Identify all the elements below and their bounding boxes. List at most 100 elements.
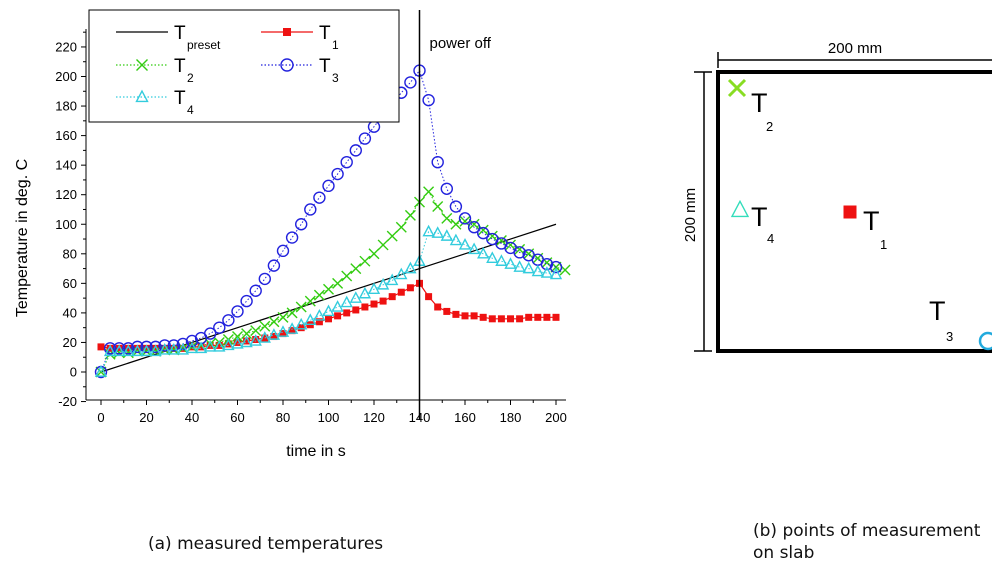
point-T2-stroke-b [268, 316, 280, 328]
point-T3 [131, 340, 144, 354]
point-T2-stroke-b [323, 283, 334, 295]
point-T1 [297, 324, 305, 332]
point-T2-stroke-b [377, 239, 389, 251]
point-T2 [450, 218, 462, 230]
point-T3 [313, 191, 326, 204]
y-tick-label: 180 [55, 99, 77, 114]
y-tick-label: 200 [55, 69, 77, 84]
legend-label-T2: T [174, 56, 186, 77]
point-T4 [249, 334, 262, 346]
point-T2 [459, 215, 471, 227]
legend-sub-T2: 2 [187, 71, 194, 85]
legend-label-T1: T [319, 23, 331, 44]
point-T4 [513, 260, 526, 272]
point-T2 [250, 325, 262, 337]
point-T1 [234, 338, 241, 346]
point-T1 [406, 284, 414, 292]
point-T3 [158, 339, 171, 352]
point-T3 [213, 321, 226, 334]
point-T3 [167, 339, 181, 352]
point-T3 [185, 334, 199, 348]
point-T4 [431, 226, 444, 238]
point-T1 [470, 312, 478, 320]
point-T3 [285, 231, 299, 244]
point-T4 [349, 291, 362, 303]
slab-marker-T1 [843, 205, 857, 219]
point-T1 [288, 327, 296, 335]
point-T2-stroke-b [350, 263, 362, 275]
point-T3 [467, 221, 481, 234]
y-tick-label: 80 [63, 246, 77, 261]
point-T3 [304, 203, 317, 216]
point-T4 [113, 344, 126, 357]
x-tick-label: 100 [318, 410, 340, 425]
point-T2-stroke-b [341, 270, 353, 282]
point-T4 [477, 246, 490, 259]
legend-label-T4: T [174, 88, 186, 109]
point-T4 [358, 286, 372, 299]
point-T2-stroke-b [404, 209, 416, 221]
point-T2-stroke-b [550, 261, 562, 273]
point-T3 [540, 257, 554, 271]
point-T3 [358, 132, 372, 145]
point-T4 [495, 254, 508, 266]
point-T1 [152, 344, 160, 352]
point-T2-stroke-b [368, 248, 380, 260]
point-T1 [534, 313, 542, 321]
legend-marker-T2-stroke-b [136, 59, 148, 71]
caption-b: (b) points of measurement on slab [753, 521, 981, 563]
point-T2 [350, 263, 362, 275]
point-T1 [397, 288, 405, 296]
point-T1 [243, 337, 251, 345]
point-T4 [267, 328, 281, 340]
x-tick-label: 40 [185, 410, 199, 425]
point-T1 [334, 312, 342, 320]
legend-label-T3: T [319, 56, 331, 77]
point-T1 [315, 318, 323, 326]
point-T2-stroke-b [168, 344, 180, 356]
caption-a: (a) measured temperatures [148, 534, 384, 554]
point-T3 [258, 272, 271, 286]
point-T3 [222, 314, 235, 327]
point-T4 [540, 266, 554, 278]
point-T1 [170, 344, 178, 352]
point-T1 [370, 300, 378, 308]
point-T1 [270, 333, 278, 341]
point-T2 [432, 201, 444, 213]
point-T1 [516, 315, 524, 323]
point-T2-stroke-b [459, 215, 471, 227]
point-T3 [103, 342, 117, 355]
point-T2-stroke-b [286, 307, 298, 319]
point-T4 [449, 233, 463, 246]
point-T1 [352, 306, 360, 314]
point-T1 [497, 315, 505, 323]
point-T3 [140, 340, 153, 354]
legend-box [88, 9, 400, 123]
point-T2-stroke-b [450, 218, 462, 230]
y-tick-label: 60 [63, 276, 77, 291]
point-T2-stroke-b [313, 289, 325, 301]
point-T4 [304, 313, 317, 326]
point-T2-stroke-b [250, 325, 262, 337]
point-T1 [525, 313, 533, 321]
x-axis-label: time in s [286, 443, 346, 460]
point-T4 [331, 300, 344, 312]
y-tick-label: 140 [55, 158, 77, 173]
point-T2-stroke-b [386, 230, 398, 242]
point-T2 [332, 277, 344, 289]
point-T4 [531, 264, 544, 277]
point-T2 [377, 239, 389, 251]
point-T1 [161, 344, 169, 352]
point-T3 [340, 155, 353, 169]
point-T4 [295, 317, 308, 330]
point-T4 [194, 341, 208, 354]
point-T3 [249, 284, 262, 297]
point-T3 [295, 218, 308, 231]
point-T2-stroke-b [259, 320, 271, 332]
point-T3 [149, 340, 162, 354]
point-T2 [277, 311, 289, 323]
point-T3 [440, 182, 453, 195]
point-T2-stroke-b [332, 277, 344, 289]
point-T3 [549, 260, 563, 274]
